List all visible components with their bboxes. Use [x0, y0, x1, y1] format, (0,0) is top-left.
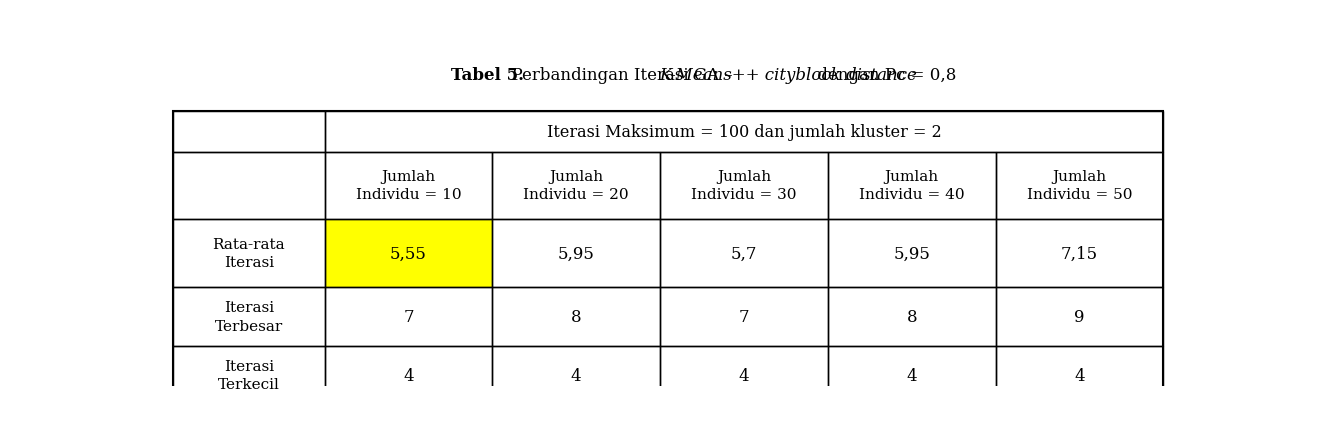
Bar	[828, 288, 995, 346]
Text: 8: 8	[907, 309, 917, 326]
Text: 5,55: 5,55	[389, 245, 426, 262]
Bar	[325, 346, 492, 404]
Bar	[492, 346, 660, 404]
Text: Rata-rata
Iterasi: Rata-rata Iterasi	[213, 237, 285, 270]
Text: 4: 4	[403, 367, 413, 384]
Bar	[828, 346, 995, 404]
Bar	[325, 112, 1163, 152]
Text: 8: 8	[572, 309, 582, 326]
Bar	[325, 219, 492, 288]
Bar	[325, 219, 492, 288]
Text: Iterasi Maksimum = 100 dan jumlah kluster = 2: Iterasi Maksimum = 100 dan jumlah kluste…	[546, 124, 941, 141]
Text: Jumlah
Individu = 50: Jumlah Individu = 50	[1027, 170, 1133, 202]
Bar	[325, 288, 492, 346]
Text: 7: 7	[739, 309, 750, 326]
Text: 9: 9	[1074, 309, 1085, 326]
Text: Tabel 5.: Tabel 5.	[451, 67, 524, 84]
Text: Jumlah
Individu = 30: Jumlah Individu = 30	[692, 170, 797, 202]
Text: Jumlah
Individu = 10: Jumlah Individu = 10	[355, 170, 461, 202]
Text: 4: 4	[572, 367, 582, 384]
Bar	[173, 112, 325, 152]
Bar	[173, 219, 325, 288]
Text: K-Means++ cityblock distance: K-Means++ cityblock distance	[659, 67, 916, 84]
Bar	[325, 152, 492, 219]
Bar	[995, 152, 1163, 219]
Text: 4: 4	[1074, 367, 1085, 384]
Bar	[660, 346, 828, 404]
Text: Jumlah
Individu = 20: Jumlah Individu = 20	[524, 170, 630, 202]
Text: Iterasi
Terbesar: Iterasi Terbesar	[215, 301, 282, 333]
Text: 7: 7	[403, 309, 413, 326]
Text: dengan Pc = 0,8: dengan Pc = 0,8	[812, 67, 956, 84]
Bar	[828, 152, 995, 219]
Bar	[173, 152, 325, 219]
Bar	[492, 288, 660, 346]
Text: Iterasi
Terkecil: Iterasi Terkecil	[218, 359, 280, 391]
Bar	[660, 152, 828, 219]
Bar	[660, 219, 828, 288]
Bar	[660, 288, 828, 346]
Text: Jumlah
Individu = 40: Jumlah Individu = 40	[859, 170, 965, 202]
Bar	[492, 219, 660, 288]
Bar	[492, 152, 660, 219]
Text: 5,7: 5,7	[731, 245, 758, 262]
Text: Perbandingan Iterasi GA –: Perbandingan Iterasi GA –	[502, 67, 738, 84]
Bar	[828, 219, 995, 288]
Bar	[995, 346, 1163, 404]
Bar	[173, 288, 325, 346]
Bar	[173, 346, 325, 404]
Text: 5,95: 5,95	[558, 245, 595, 262]
Text: 7,15: 7,15	[1061, 245, 1098, 262]
Text: 5,95: 5,95	[894, 245, 931, 262]
Bar	[173, 112, 1163, 404]
Text: 4: 4	[739, 367, 750, 384]
Bar	[995, 288, 1163, 346]
Text: 4: 4	[907, 367, 917, 384]
Bar	[995, 219, 1163, 288]
